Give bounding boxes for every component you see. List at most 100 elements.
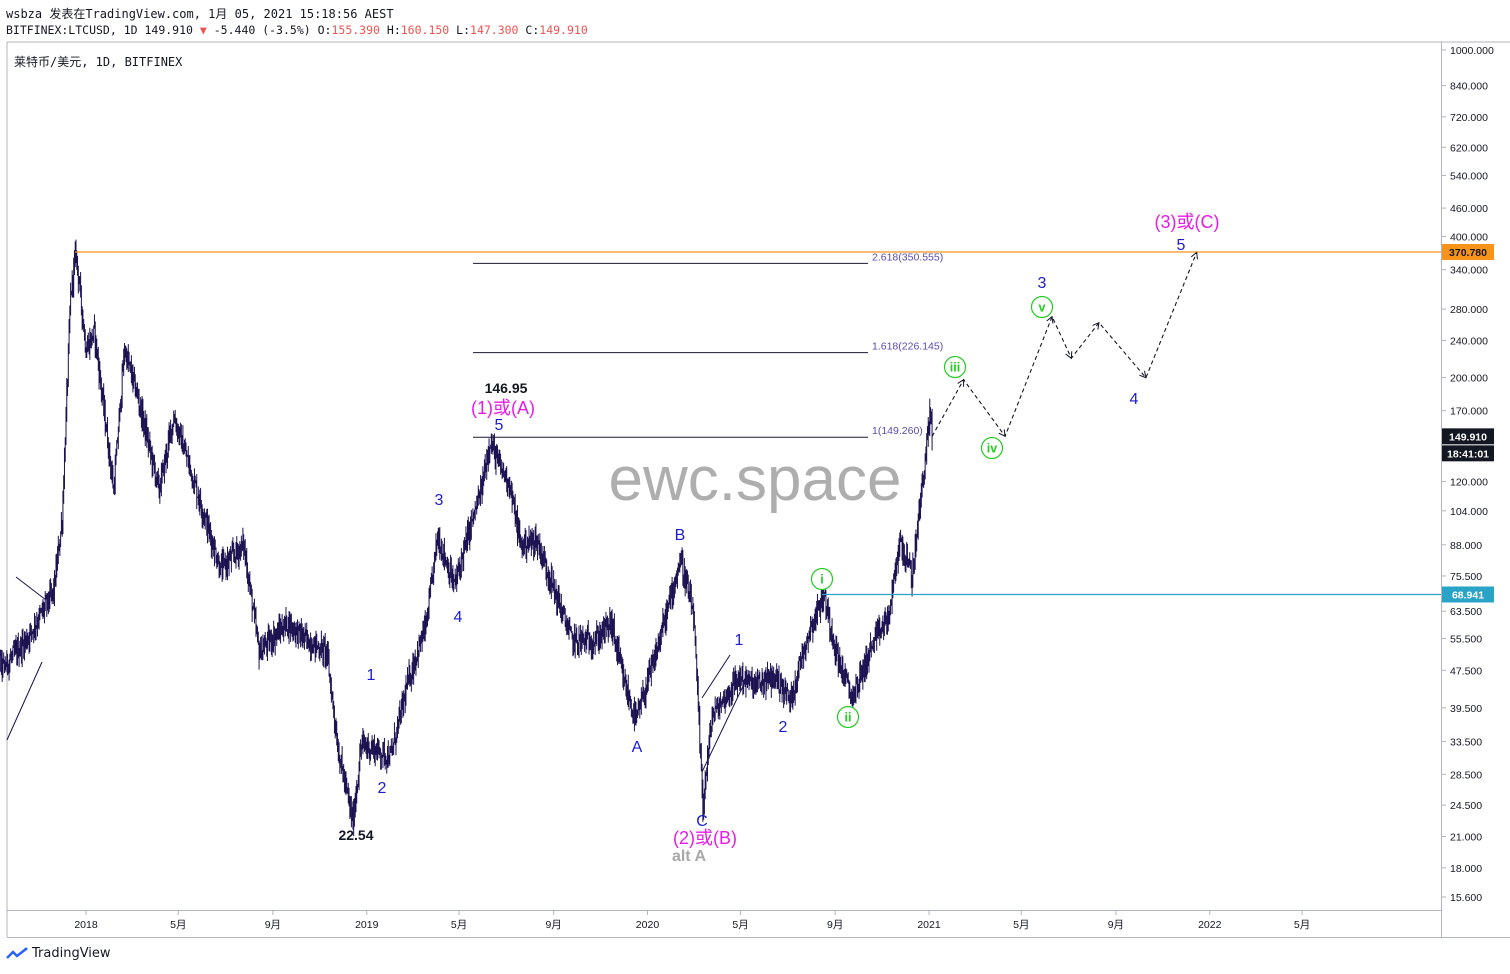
price-tick-label: 63.500 (1450, 606, 1482, 618)
wave-label-blue: B (675, 527, 686, 544)
tradingview-brand: TradingView (32, 946, 111, 961)
high-label: H: (386, 23, 401, 37)
low-value: 147.300 (470, 23, 519, 37)
wave-label-blue: 1 (735, 632, 744, 649)
price-tick-label: 840.000 (1450, 80, 1488, 92)
open-value: 155.390 (331, 23, 380, 37)
price-tick-label: 720.000 (1450, 112, 1488, 124)
price-badges: 370.780 149.910 18:41:01 68.941 (1442, 243, 1494, 603)
time-tick-label: 5月 (451, 919, 467, 931)
price-tick-label: 33.500 (1450, 736, 1482, 748)
wave-label-blue: C (696, 813, 708, 830)
wave-label-green: iv (987, 442, 997, 456)
wave-label-blue: 4 (454, 609, 463, 626)
price-tick-label: 460.000 (1450, 203, 1488, 215)
wave-label-2B: (2)或(B) (673, 828, 737, 848)
badge-timer: 18:41:01 (1447, 448, 1489, 460)
tradingview-logo-icon (6, 947, 28, 959)
fib-label: 1(149.260) (872, 425, 923, 437)
change-arrow-icon: ▼ (199, 23, 207, 37)
open-label: O: (317, 23, 332, 37)
wave-label-3C: (3)或(C) (1155, 212, 1220, 232)
price-tick-label: 400.000 (1450, 232, 1488, 244)
wave-label-blue: 3 (1038, 275, 1047, 292)
wave-label-blue: 2 (378, 780, 387, 797)
wave-label-1A: (1)或(A) (471, 398, 535, 418)
wave-label-blue: 5 (1177, 237, 1186, 254)
price-tick-label: 88.000 (1450, 540, 1482, 552)
trend-line (15, 576, 47, 601)
projection-arrowhead (1190, 251, 1198, 260)
low-price-label: 22.54 (338, 827, 373, 843)
price-tick-label: 55.500 (1450, 634, 1482, 646)
price-tick-label: 170.000 (1450, 406, 1488, 418)
time-tick-label: 9月 (827, 919, 843, 931)
projection-arrowhead (1065, 351, 1073, 360)
change-value: -5.440 (-3.5%) (213, 23, 311, 37)
price-tick-label: 28.500 (1450, 769, 1482, 781)
wave-label-blue: 2 (779, 719, 788, 736)
price-tick-label: 75.500 (1450, 571, 1482, 583)
price-tick-label: 39.500 (1450, 703, 1482, 715)
close-value: 149.910 (539, 23, 588, 37)
price-tick-label: 18.000 (1450, 863, 1482, 875)
wave-label-altA: alt A (672, 848, 707, 865)
wave-label-blue: 5 (495, 417, 504, 434)
price-tick-label: 47.500 (1450, 665, 1482, 677)
wave-label-blue: 3 (435, 492, 444, 509)
badge-last-price-bg (1442, 428, 1494, 445)
price-tick-label: 620.000 (1450, 142, 1488, 154)
chart-frame (6, 41, 1510, 938)
projection-path (931, 252, 1198, 438)
wave-circle (1030, 295, 1054, 319)
symbol-price: BITFINEX:LTCUSD, 1D 149.910 (6, 23, 193, 37)
price-tick-label: 1000.000 (1450, 45, 1494, 57)
time-tick-label: 5月 (1013, 919, 1029, 931)
wave-circle (943, 355, 967, 379)
time-tick-label: 5月 (732, 919, 748, 931)
wave-circle (980, 436, 1004, 460)
price-axis[interactable]: 1000.000 840.000 720.000 620.000 540.000 460.… (1441, 45, 1494, 904)
fib-label: 1.618(226.145) (872, 341, 943, 353)
time-tick-label: 2021 (917, 919, 941, 931)
time-tick-label: 2018 (74, 919, 98, 931)
price-tick-label: 540.000 (1450, 170, 1488, 182)
high-price-label: 146.95 (485, 380, 528, 396)
diagonal-line (701, 654, 731, 699)
tradingview-logo: TradingView (6, 946, 111, 961)
wave-label-green: ii (845, 711, 852, 725)
price-tick-label: 15.600 (1450, 892, 1482, 904)
wave-circle (836, 705, 860, 729)
price-tick-label: 280.000 (1450, 304, 1488, 316)
projection-arrowhead (1139, 370, 1147, 379)
badge-ath: 370.780 (1449, 247, 1487, 259)
high-value: 160.150 (400, 23, 450, 37)
time-tick-label: 9月 (1108, 919, 1124, 931)
time-tick-label: 9月 (265, 919, 281, 931)
low-label: L: (456, 23, 471, 37)
time-tick-label: 5月 (170, 919, 186, 931)
badge-timer-bg (1442, 445, 1494, 462)
price-tick-label: 200.000 (1450, 373, 1488, 385)
time-tick-label: 2022 (1198, 919, 1222, 931)
wave-label-green: iii (950, 361, 960, 375)
badge-last-price: 149.910 (1449, 431, 1487, 443)
price-tick-label: 24.500 (1450, 800, 1482, 812)
chart-legend: 莱特币/美元, 1D, BITFINEX (14, 55, 183, 69)
time-axis[interactable]: 2018 5月 9月 2019 5月 9月 2020 5月 9月 2021 5月 9月 2022 5月 (74, 910, 1310, 931)
wave-circle (810, 567, 834, 591)
publish-info: wsbza 发表在TradingView.com, 1月 05, 2021 15… (6, 7, 394, 21)
badge-ath-bg (1442, 243, 1494, 260)
fib-label: 2.618(350.555) (872, 251, 943, 263)
wave-label-blue: 4 (1130, 391, 1139, 408)
trend-line (6, 661, 43, 741)
price-tick-label: 21.000 (1450, 831, 1482, 843)
price-tick-label: 240.000 (1450, 336, 1488, 348)
wave-label-blue: 1 (367, 667, 376, 684)
badge-level: 68.941 (1452, 589, 1484, 601)
time-tick-label: 9月 (545, 919, 561, 931)
projection-arrowhead (998, 429, 1006, 438)
candles-layer (0, 239, 933, 837)
close-label: C: (525, 23, 540, 37)
